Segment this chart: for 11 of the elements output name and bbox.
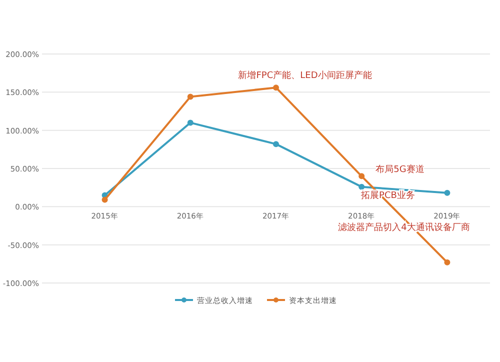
annotation: 新增FPC产能、LED小间距屏产能: [238, 70, 372, 81]
point: [273, 84, 279, 91]
point: [187, 120, 194, 126]
point: [444, 190, 450, 196]
point: [273, 141, 279, 148]
point: [102, 196, 108, 203]
point: [358, 184, 365, 190]
point: [444, 259, 450, 266]
point: [187, 94, 194, 100]
point: [358, 173, 365, 180]
annotation: 布局5G赛道: [376, 164, 424, 175]
